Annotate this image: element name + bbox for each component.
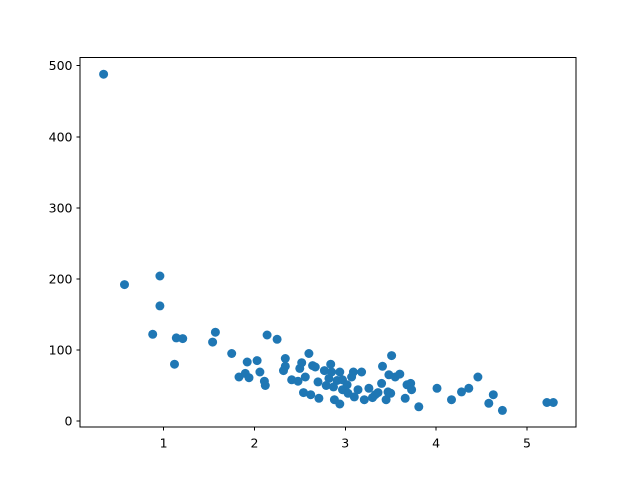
data-point — [304, 349, 314, 358]
data-point — [300, 372, 310, 382]
data-point — [319, 366, 329, 376]
y-tick-label: 0 — [65, 414, 73, 429]
data-point — [381, 395, 391, 405]
data-point — [464, 383, 474, 393]
data-point — [299, 388, 308, 398]
data-point — [120, 280, 129, 290]
data-point — [242, 357, 252, 367]
data-point — [359, 395, 369, 405]
data-point — [377, 378, 387, 388]
data-point — [244, 373, 254, 383]
data-point — [327, 367, 337, 377]
data-point — [170, 359, 179, 369]
y-tick-label: 300 — [49, 200, 73, 215]
data-point — [548, 398, 558, 407]
data-point — [321, 381, 331, 390]
x-tick-label: 2 — [250, 436, 258, 451]
data-point — [484, 398, 494, 408]
data-point — [473, 372, 483, 382]
data-point — [395, 369, 405, 379]
data-point — [414, 402, 424, 412]
data-point — [155, 301, 165, 311]
data-point — [386, 388, 396, 398]
data-point — [155, 271, 165, 281]
data-point — [400, 393, 410, 403]
data-point — [457, 387, 466, 397]
data-point — [255, 367, 265, 377]
y-tick-label: 400 — [49, 129, 73, 144]
data-point — [210, 327, 220, 337]
data-point — [227, 349, 237, 358]
data-point — [335, 367, 345, 377]
x-tick-label: 5 — [523, 436, 531, 451]
data-point — [306, 390, 316, 400]
data-point — [357, 367, 367, 377]
data-point — [148, 329, 158, 339]
data-point — [447, 395, 456, 405]
data-point — [488, 390, 498, 400]
data-point — [280, 354, 290, 363]
data-point — [373, 388, 383, 398]
data-point — [314, 393, 324, 403]
data-point — [364, 383, 374, 393]
data-point — [293, 376, 303, 386]
data-point — [178, 334, 188, 344]
data-point — [348, 367, 358, 377]
data-point — [378, 361, 387, 371]
data-point — [260, 381, 270, 390]
data-point — [326, 359, 336, 369]
x-tick-label: 4 — [432, 436, 440, 451]
data-point — [262, 330, 272, 340]
data-point — [99, 69, 109, 79]
x-tick-label: 1 — [160, 436, 168, 451]
data-point — [252, 356, 262, 366]
data-point — [497, 405, 507, 415]
data-point — [335, 399, 345, 409]
data-point — [542, 398, 552, 407]
data-point — [349, 392, 359, 402]
data-point — [407, 385, 417, 395]
data-point — [342, 380, 352, 390]
data-point — [272, 334, 282, 344]
data-point — [208, 337, 218, 347]
data-point — [280, 361, 290, 371]
y-tick-label: 500 — [49, 58, 73, 73]
x-tick-label: 3 — [341, 436, 349, 451]
data-point — [353, 385, 363, 395]
data-point — [310, 362, 320, 372]
y-tick-label: 200 — [49, 271, 73, 286]
data-point — [313, 377, 323, 387]
data-point — [297, 358, 307, 368]
data-point — [387, 351, 397, 361]
data-point — [432, 383, 442, 393]
y-tick-label: 100 — [49, 342, 73, 357]
